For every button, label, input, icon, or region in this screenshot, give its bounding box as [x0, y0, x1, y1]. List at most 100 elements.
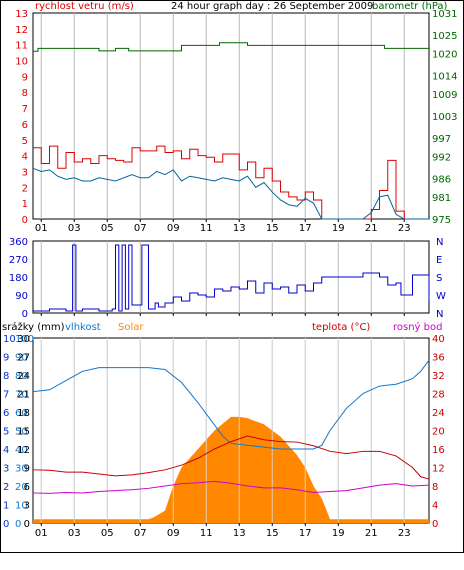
rain-tick-label: 5 — [3, 427, 9, 438]
temperature-tick-label: 12 — [432, 464, 445, 475]
humidity-tick-label: 30 — [15, 464, 28, 475]
wind-direction-tick-label: 270 — [9, 255, 28, 266]
barometer-tick-label: 1009 — [432, 90, 457, 101]
rain-tick-label: 8 — [3, 371, 9, 382]
humidity-tick-label: 80 — [15, 371, 28, 382]
rain-tick-label: 1 — [3, 501, 9, 512]
wind-speed-tick-label: 12 — [15, 25, 28, 36]
wind-direction-line — [33, 244, 430, 312]
wind-speed-tick-label: 10 — [15, 57, 28, 68]
humidity-line — [32, 359, 430, 450]
climate-x-tick-label: 07 — [134, 528, 147, 539]
wind-speed-tick-label: 5 — [22, 136, 28, 147]
wind-speed-tick-label: 9 — [22, 72, 28, 83]
solar-tick-label: 12 — [17, 445, 30, 456]
humidity-tick-label: 20 — [15, 482, 28, 493]
barometer-tick-label: 1020 — [432, 49, 457, 60]
rain-tick-label: 10 — [3, 334, 16, 345]
barometer-tick-label: 975 — [432, 215, 451, 226]
solar-tick-label: 30 — [17, 334, 30, 345]
temperature-tick-label: 32 — [432, 371, 445, 382]
barometer-tick-label: 1003 — [432, 112, 457, 123]
solar-tick-label: 9 — [24, 464, 30, 475]
barometer-tick-label: 1025 — [432, 31, 457, 42]
climate-x-tick-label: 19 — [332, 528, 345, 539]
wind-speed-tick-label: 0 — [22, 215, 28, 226]
temperature-tick-label: 0 — [432, 519, 438, 530]
wind-baro-x-tick-label: 23 — [398, 223, 411, 234]
climate-x-tick-label: 03 — [68, 528, 81, 539]
climate-x-tick-label: 23 — [398, 528, 411, 539]
solar-tick-label: 15 — [17, 427, 30, 438]
wind-baro-x-tick-label: 01 — [35, 223, 48, 234]
wind-speed-tick-label: 8 — [22, 88, 28, 99]
barometer-tick-label: 1031 — [432, 9, 457, 20]
wind-speed-tick-label: 2 — [22, 183, 28, 194]
wind-speed-axis-label: rychlost vetru (m/s) — [35, 1, 134, 12]
wind-baro-x-tick-label: 11 — [200, 223, 213, 234]
climate-x-tick-label: 01 — [35, 528, 48, 539]
wind-baro-x-tick-label: 03 — [68, 223, 81, 234]
barometer-line — [33, 42, 429, 52]
wind-baro-x-tick-label: 09 — [167, 223, 180, 234]
barometer-axis-label: barometr (hPa) — [372, 1, 448, 12]
temperature-tick-label: 36 — [432, 353, 445, 364]
solar-tick-label: 18 — [17, 408, 30, 419]
solar-tick-label: 0 — [24, 519, 30, 530]
solar-tick-label: 6 — [24, 482, 30, 493]
rain-tick-label: 7 — [3, 390, 9, 401]
wind-speed-tick-label: 4 — [22, 152, 28, 163]
wind-direction-tick-label: 360 — [9, 237, 28, 248]
compass-tick-label: N — [436, 237, 443, 248]
wind-speed-tick-label: 1 — [22, 199, 28, 210]
rain-tick-label: 3 — [3, 464, 9, 475]
wind-baro-x-tick-label: 05 — [101, 223, 114, 234]
temp-humidity-panel: 01 03 05 07 09 11 13 15 17 19 21 230123456789100102… — [3, 334, 445, 539]
wind-speed-tick-label: 3 — [22, 167, 28, 178]
humidity-tick-label: 0 — [15, 519, 21, 530]
barometer-tick-label: 1014 — [432, 72, 457, 83]
humidity-tick-label: 90 — [15, 353, 28, 364]
barometer-tick-label: 997 — [432, 134, 451, 145]
compass-tick-label: S — [436, 273, 442, 284]
wind-baro-x-tick-label: 07 — [134, 223, 147, 234]
barometer-tick-label: 992 — [432, 152, 451, 163]
wind-speed-tick-label: 11 — [15, 41, 28, 52]
solar-axis-label: Solar — [118, 322, 144, 333]
rain-tick-label: 9 — [3, 353, 9, 364]
wind-direction-tick-label: 180 — [9, 273, 28, 284]
temperature-axis-label: teplota (°C) — [312, 322, 370, 333]
solar-tick-label: 21 — [17, 390, 30, 401]
climate-x-tick-label: 15 — [266, 528, 279, 539]
solar-tick-label: 24 — [17, 371, 30, 382]
climate-x-tick-label: 05 — [101, 528, 114, 539]
temperature-tick-label: 20 — [432, 427, 445, 438]
wind-baro-x-tick-label: 21 — [365, 223, 378, 234]
humidity-tick-label: 60 — [15, 408, 28, 419]
chart-title: 24 hour graph day : 26 September 2009 — [171, 1, 373, 12]
wind-dir-plot-area — [32, 240, 430, 314]
rain-tick-label: 0 — [3, 519, 9, 530]
compass-tick-label: E — [436, 255, 442, 266]
rain-tick-label: 4 — [3, 445, 9, 456]
wind-baro-panel: 01 03 05 07 09 11 13 15 17 19 21 230123456789101112… — [15, 9, 457, 234]
humidity-tick-label: 50 — [15, 427, 28, 438]
wind-baro-x-tick-label: 15 — [266, 223, 279, 234]
barometer-tick-label: 986 — [432, 175, 451, 186]
wind-baro-plot-area — [32, 12, 430, 220]
temperature-tick-label: 24 — [432, 408, 445, 419]
temperature-tick-label: 8 — [432, 482, 438, 493]
wind-speed-tick-label: 6 — [22, 120, 28, 131]
humidity-tick-label: 10 — [15, 501, 28, 512]
temperature-tick-label: 28 — [432, 390, 445, 401]
wind-baro-x-tick-label: 13 — [233, 223, 246, 234]
solar-tick-label: 3 — [24, 501, 30, 512]
climate-x-tick-label: 09 — [167, 528, 180, 539]
climate-x-tick-label: 17 — [299, 528, 312, 539]
wind-speed-tick-label: 13 — [15, 9, 28, 20]
wind-direction-tick-label: 0 — [22, 309, 28, 320]
compass-tick-label: N — [436, 309, 443, 320]
temperature-tick-label: 16 — [432, 445, 445, 456]
dewpoint-axis-label: rosný bod — [393, 321, 442, 333]
